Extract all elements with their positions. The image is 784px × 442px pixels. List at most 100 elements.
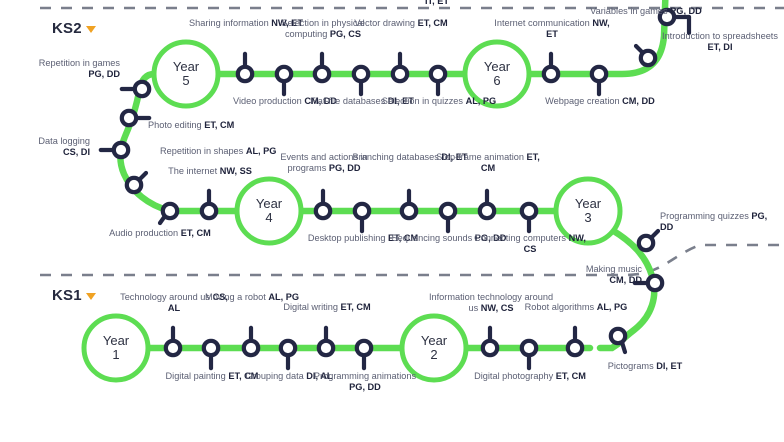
- unit-node-introduction-to-spreadsheets[interactable]: [657, 7, 692, 36]
- unit-label-introduction-to-spreadsheets[interactable]: Introduction to spreadsheets ET, DI: [660, 31, 780, 52]
- unit-node-connecting-computers[interactable]: [519, 201, 539, 234]
- unit-node-ring[interactable]: [390, 64, 410, 84]
- unit-node-ring[interactable]: [636, 233, 656, 253]
- unit-node-ring[interactable]: [316, 338, 336, 358]
- unit-label-branching-databases[interactable]: Branching databases DI, ET: [350, 152, 470, 163]
- keystage-toggle-ks1[interactable]: KS1: [52, 287, 96, 304]
- unit-node-selection-in-physical-computing[interactable]: [312, 51, 332, 84]
- unit-node-ring[interactable]: [477, 201, 497, 221]
- unit-label-sequencing-sounds[interactable]: Sequencing sounds PG, DD: [389, 233, 509, 244]
- unit-label-internet-communication[interactable]: Internet communication NW, ET: [492, 18, 612, 39]
- unit-node-programming-quizzes[interactable]: [636, 228, 661, 253]
- unit-node-programming-animations[interactable]: [354, 338, 374, 371]
- unit-label-stop-frame-animation[interactable]: Stop-frame animation ET, CM: [428, 152, 548, 173]
- keystage-toggle-ks2[interactable]: KS2: [52, 20, 96, 37]
- year-ring-4[interactable]: [234, 176, 304, 246]
- unit-node-ring[interactable]: [163, 338, 183, 358]
- unit-label-variables-in-games[interactable]: Variables in games PG, DD: [586, 6, 706, 17]
- unit-node-ring[interactable]: [645, 273, 665, 293]
- unit-label-events-and-actions-in-programs[interactable]: Events and actions in programs PG, DD: [264, 152, 384, 173]
- unit-node-branching-databases[interactable]: [399, 188, 419, 221]
- unit-node-vector-drawing[interactable]: [390, 51, 410, 84]
- unit-node-audio-production[interactable]: [157, 201, 180, 226]
- year-ring-2[interactable]: [399, 313, 469, 383]
- unit-node-sharing-information[interactable]: [235, 51, 255, 84]
- unit-node-ring[interactable]: [657, 7, 677, 27]
- unit-node-robot-algorithms[interactable]: [565, 325, 585, 358]
- unit-node-ring[interactable]: [354, 338, 374, 358]
- unit-label-selection-in-quizzes[interactable]: Selection in quizzes AL, PG: [379, 96, 499, 107]
- unit-label-webpage-creation[interactable]: Webpage creation CM, DD: [540, 96, 660, 107]
- unit-node-flat-file-databases[interactable]: [351, 64, 371, 97]
- unit-node-grouping-data[interactable]: [278, 338, 298, 371]
- unit-label-technology-around-us[interactable]: Technology around us CS, AL: [114, 292, 234, 313]
- unit-node-ring[interactable]: [519, 338, 539, 358]
- unit-label-flat-file-databases[interactable]: Flat-file databases DI, ET: [302, 96, 422, 107]
- unit-label-connecting-computers[interactable]: Connecting computers NW, CS: [470, 233, 590, 254]
- unit-label-pictograms[interactable]: Pictograms DI, ET: [590, 361, 700, 372]
- unit-node-internet-communication[interactable]: [541, 51, 561, 84]
- unit-node-ring[interactable]: [124, 175, 144, 195]
- unit-node-ring[interactable]: [241, 338, 261, 358]
- unit-node-ring[interactable]: [608, 326, 628, 346]
- unit-node-stop-frame-animation[interactable]: [477, 188, 497, 221]
- unit-node-ring[interactable]: [201, 338, 221, 358]
- unit-label-the-internet[interactable]: The internet NW, SS: [150, 166, 270, 177]
- unit-node-ring[interactable]: [589, 64, 609, 84]
- unit-node-making-music[interactable]: [632, 273, 665, 293]
- unit-node-ring[interactable]: [541, 64, 561, 84]
- unit-label-digital-photography[interactable]: Digital photography ET, CM: [470, 371, 590, 382]
- unit-node-the-internet[interactable]: [199, 188, 219, 221]
- unit-node-repetition-in-games[interactable]: [119, 79, 152, 99]
- unit-node-ring[interactable]: [638, 48, 658, 68]
- unit-label-sharing-information[interactable]: Sharing information NW, ET: [186, 18, 306, 29]
- year-ring-3[interactable]: [553, 176, 623, 246]
- unit-label-audio-production[interactable]: Audio production ET, CM: [100, 228, 220, 239]
- unit-node-ring[interactable]: [565, 338, 585, 358]
- unit-node-ring[interactable]: [119, 108, 139, 128]
- unit-node-ring[interactable]: [160, 201, 180, 221]
- unit-node-information-technology-around-us[interactable]: [480, 325, 500, 358]
- unit-node-ring[interactable]: [235, 64, 255, 84]
- unit-node-video-production[interactable]: [274, 64, 294, 97]
- unit-label-programming-quizzes[interactable]: Programming quizzes PG, DD: [660, 211, 770, 232]
- year-ring-6[interactable]: [462, 39, 532, 109]
- unit-label-repetition-in-games[interactable]: Repetition in games PG, DD: [22, 58, 120, 79]
- year-ring-5[interactable]: [151, 39, 221, 109]
- caret-down-icon[interactable]: [85, 293, 96, 300]
- unit-label-moving-a-robot[interactable]: Moving a robot AL, PG: [192, 292, 312, 303]
- unit-label-repetition-in-shapes[interactable]: Repetition in shapes AL, PG: [160, 146, 310, 157]
- caret-down-icon[interactable]: [85, 26, 96, 33]
- unit-node-ring[interactable]: [274, 64, 294, 84]
- unit-node-technology-around-us[interactable]: [163, 325, 183, 358]
- unit-node-digital-photography[interactable]: [519, 338, 539, 371]
- unit-node-ring[interactable]: [480, 338, 500, 358]
- unit-node-desktop-publishing[interactable]: [352, 201, 372, 234]
- unit-label-vector-drawing[interactable]: Vector drawing ET, CM: [341, 18, 461, 29]
- unit-node-ring[interactable]: [438, 201, 458, 221]
- unit-label-data-logging[interactable]: Data logging CS, DI: [24, 136, 90, 157]
- unit-label-programming-animations[interactable]: Programming animations PG, DD: [305, 371, 425, 392]
- unit-node-ring[interactable]: [111, 140, 131, 160]
- unit-node-ring[interactable]: [428, 64, 448, 84]
- unit-node-ring[interactable]: [399, 201, 419, 221]
- unit-node-events-and-actions-in-programs[interactable]: [313, 188, 333, 221]
- unit-node-ring[interactable]: [351, 64, 371, 84]
- unit-label-making-music[interactable]: Making music CM, DD: [570, 264, 642, 285]
- unit-node-ring[interactable]: [199, 201, 219, 221]
- unit-label-photo-editing[interactable]: Photo editing ET, CM: [148, 120, 278, 131]
- unit-label-selection-in-physical-computing[interactable]: Selection in physical computing PG, CS: [263, 18, 383, 39]
- unit-node-variables-in-games[interactable]: [633, 43, 658, 68]
- unit-label-desktop-publishing[interactable]: Desktop publishing ET, CM: [303, 233, 423, 244]
- unit-node-ring[interactable]: [519, 201, 539, 221]
- unit-node-sequencing-sounds[interactable]: [438, 201, 458, 234]
- unit-node-ring[interactable]: [313, 201, 333, 221]
- unit-node-digital-painting[interactable]: [201, 338, 221, 371]
- unit-node-ring[interactable]: [278, 338, 298, 358]
- unit-label-grouping-data[interactable]: Grouping data DI, AL: [229, 371, 349, 382]
- unit-node-digital-writing[interactable]: [316, 325, 336, 358]
- unit-node-ring[interactable]: [132, 79, 152, 99]
- unit-node-pictograms[interactable]: [608, 326, 628, 355]
- year-ring-1[interactable]: [81, 313, 151, 383]
- unit-node-moving-a-robot[interactable]: [241, 325, 261, 358]
